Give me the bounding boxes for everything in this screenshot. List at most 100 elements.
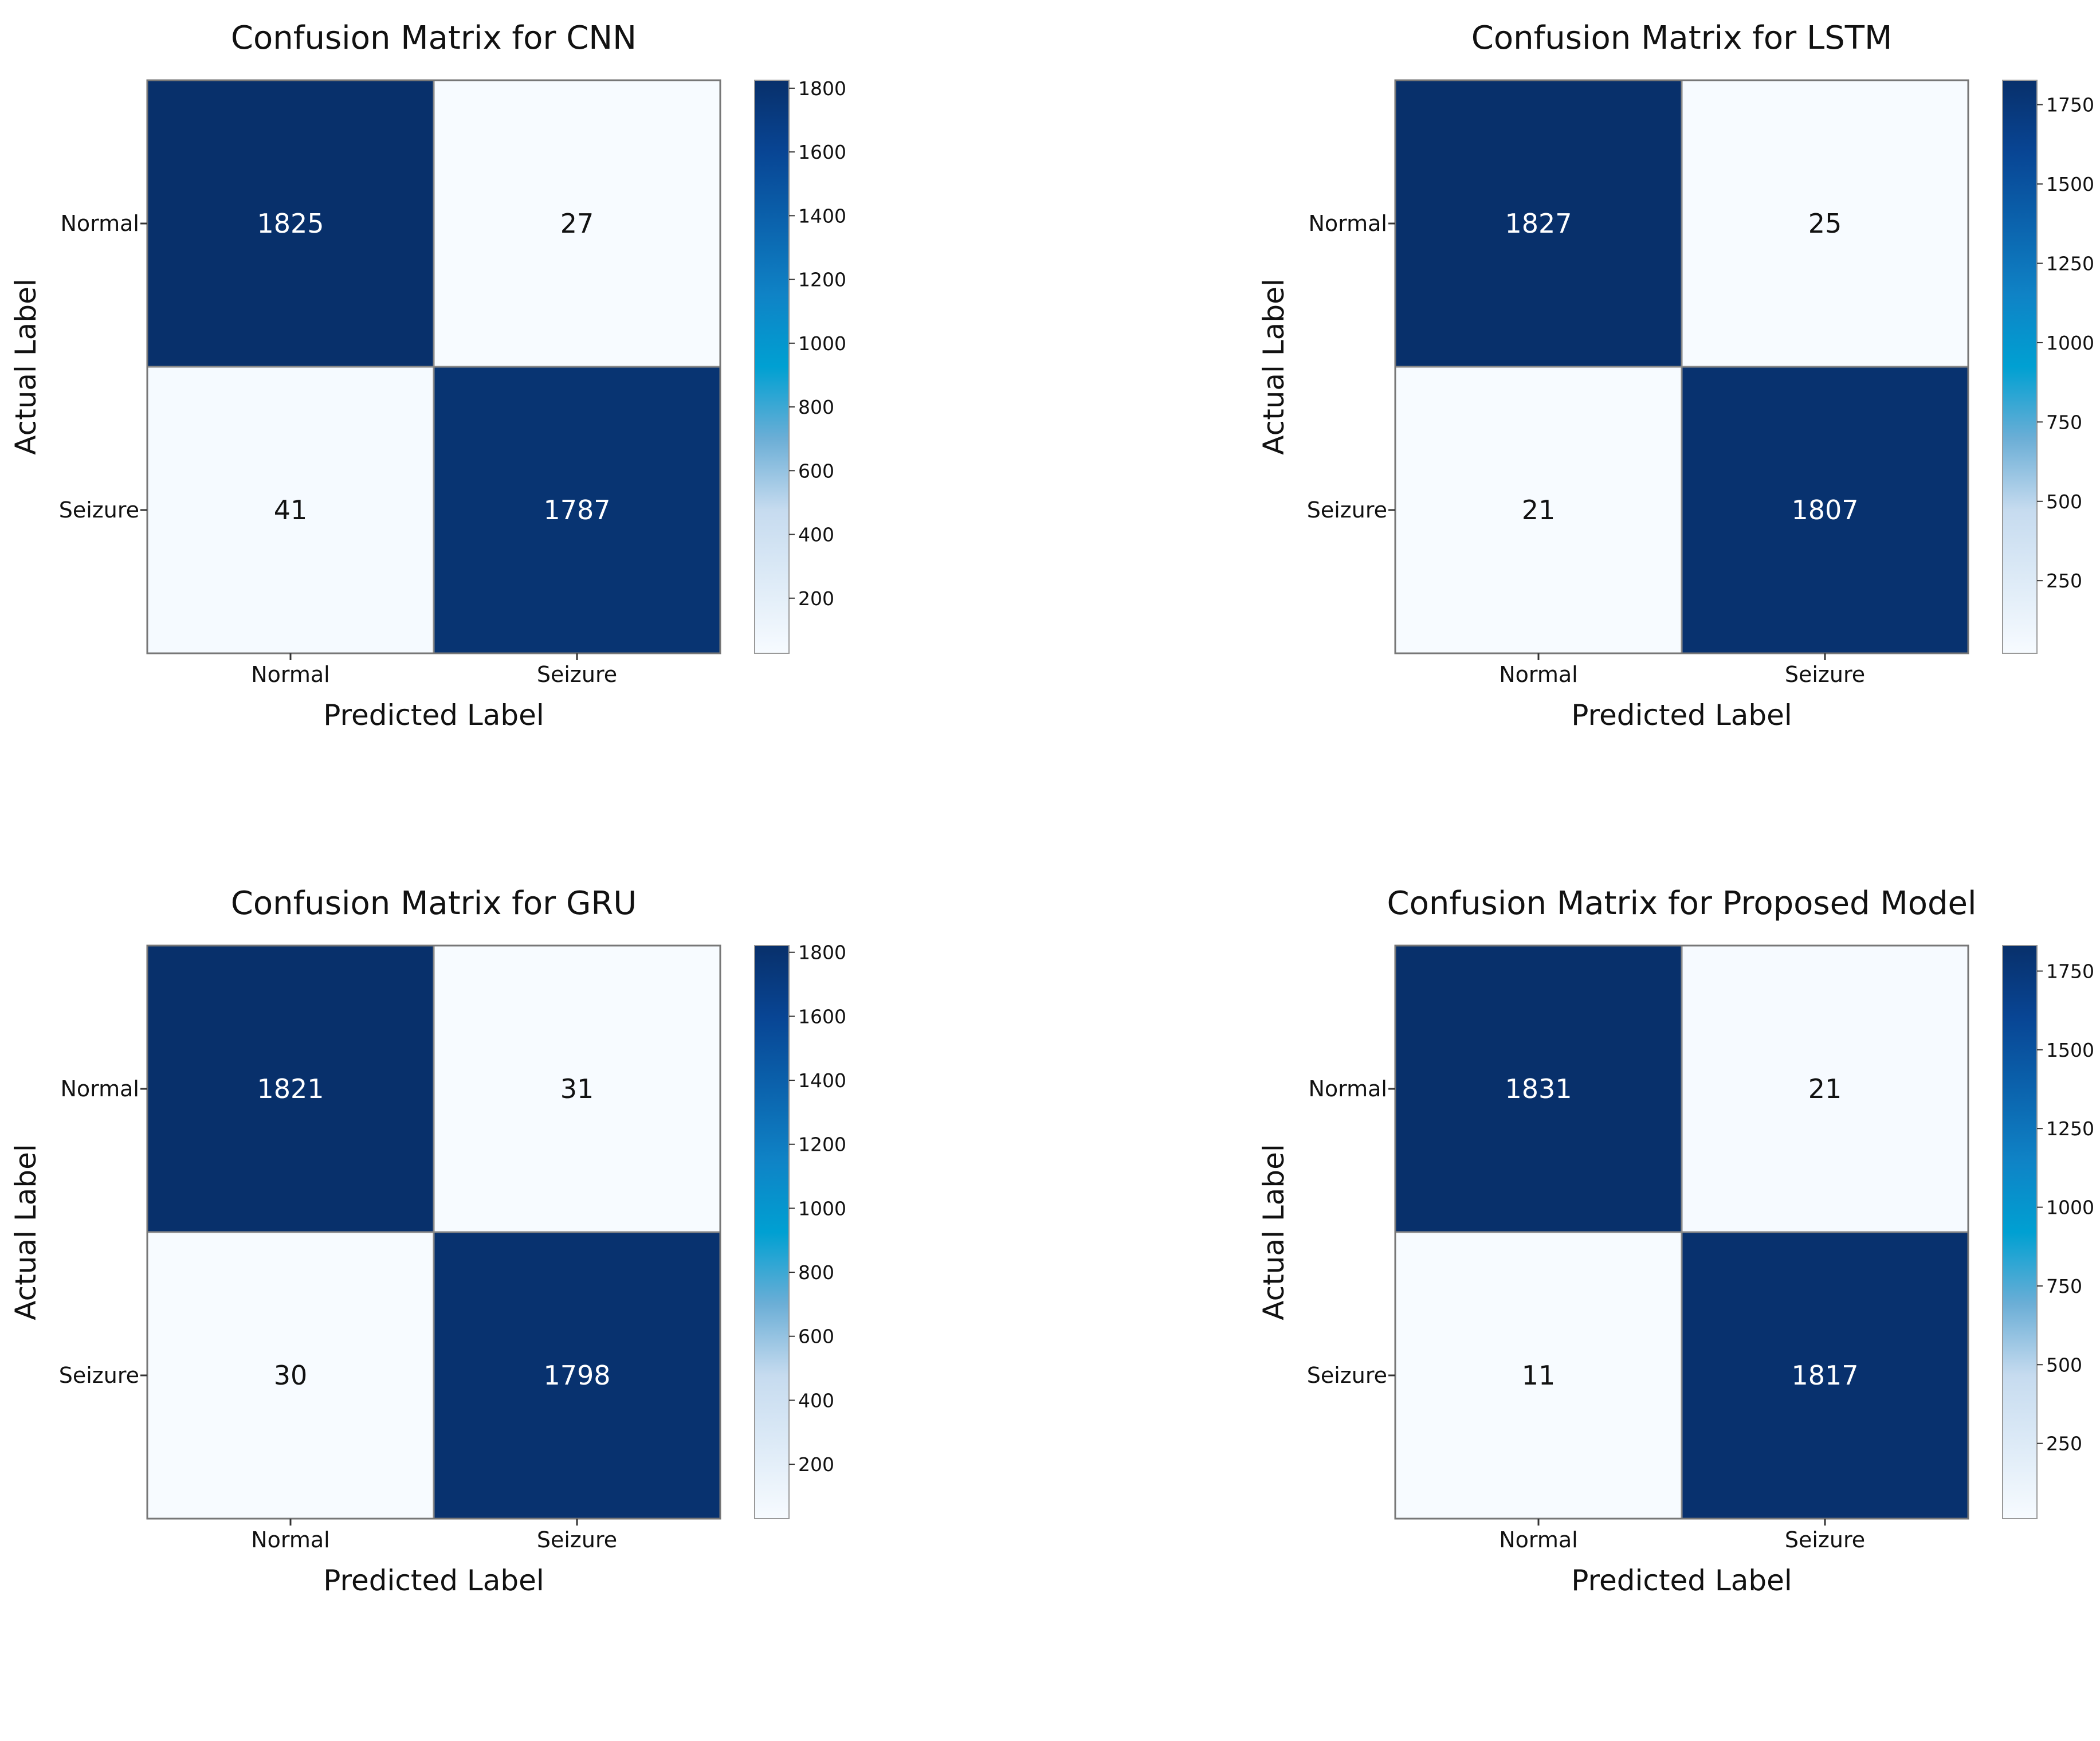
- y-axis-label: Actual Label: [9, 1144, 42, 1320]
- colorbar-gradient: [755, 80, 789, 653]
- colorbar-tick-label: 1800: [798, 942, 846, 964]
- y-tick-label: Seizure: [1307, 1363, 1387, 1388]
- heatmap-cell: [433, 366, 721, 654]
- x-axis-label: Predicted Label: [323, 1564, 544, 1597]
- colorbar-tick-label: 250: [2046, 1433, 2082, 1455]
- x-tick-label: Normal: [251, 1527, 330, 1552]
- colorbar-tick-label: 1750: [2046, 960, 2094, 983]
- y-axis-label: Actual Label: [1257, 1144, 1290, 1320]
- y-axis-label: Actual Label: [1257, 279, 1290, 454]
- matrix-frame: [1394, 79, 1969, 654]
- colorbar-tick-label: 1400: [798, 1069, 846, 1092]
- colorbar-tick-label: 750: [2046, 411, 2082, 433]
- colorbar-tick-label: 1600: [798, 141, 846, 163]
- colorbar-tick-label: 1200: [798, 269, 846, 291]
- y-tick-label: Normal: [1309, 1076, 1388, 1101]
- x-tick-label: Normal: [1499, 1527, 1578, 1552]
- chart-title: Confusion Matrix for GRU: [231, 885, 637, 922]
- heatmap-cell: [1681, 366, 1969, 654]
- colorbar: 200 400 600 800 1000 1200 1400 1600 1800: [754, 77, 846, 654]
- colorbar-tick-label: 1000: [798, 332, 846, 355]
- colorbar-tick-label: 1200: [798, 1134, 846, 1156]
- heatmap-cell: [433, 944, 721, 1233]
- colorbar-tick-label: 1400: [798, 205, 846, 227]
- colorbar-tick-label: 600: [798, 460, 834, 482]
- y-tick-label: Normal: [61, 1076, 140, 1101]
- colorbar-tick-label: 1800: [798, 77, 846, 100]
- heatmap-cell: [1394, 1231, 1683, 1520]
- x-tick-label: Normal: [251, 662, 330, 687]
- colorbar-tick-label: 800: [798, 396, 834, 418]
- cell-value-label: 30: [274, 1360, 308, 1391]
- chart-title: Confusion Matrix for CNN: [231, 19, 637, 57]
- matrix-frame: [146, 79, 721, 654]
- colorbar: 250 500 750 1000 1250 1500 1750: [2002, 80, 2094, 654]
- y-tick-label: Seizure: [1307, 497, 1387, 523]
- chart-cnn: Confusion Matrix for CNN 1825 27 41 1787 Norm…: [9, 19, 846, 732]
- cell-value-label: 1827: [1505, 208, 1572, 239]
- x-tick-label: Seizure: [1785, 1527, 1865, 1552]
- colorbar-tick-label: 1000: [2046, 332, 2094, 354]
- colorbar-gradient: [755, 946, 789, 1519]
- matrix-frame: [146, 944, 721, 1520]
- cell-value-label: 21: [1522, 495, 1556, 526]
- heatmap-cell: [1681, 79, 1969, 368]
- x-tick-label: Seizure: [1785, 662, 1865, 687]
- cell-value-label: 1787: [543, 495, 610, 526]
- colorbar-frame: [2002, 80, 2038, 654]
- colorbar-gradient: [2003, 80, 2037, 653]
- heatmap-cell: [433, 1231, 721, 1520]
- x-tick-label: Seizure: [537, 1527, 617, 1552]
- colorbar-tick-label: 500: [2046, 1354, 2082, 1376]
- cell-value-label: 11: [1522, 1360, 1556, 1391]
- heatmap-cell: [1681, 1231, 1969, 1520]
- heatmap-cell: [146, 79, 435, 368]
- cell-value-label: 1831: [1505, 1073, 1572, 1104]
- chart-title: Confusion Matrix for LSTM: [1471, 19, 1893, 57]
- colorbar: 250 500 750 1000 1250 1500 1750: [2002, 945, 2094, 1519]
- y-tick-label: Seizure: [59, 1363, 139, 1388]
- y-tick-label: Normal: [61, 211, 140, 236]
- cell-value-label: 1798: [543, 1360, 610, 1391]
- heatmap-cell: [433, 79, 721, 368]
- colorbar-tick-label: 1000: [798, 1197, 846, 1220]
- chart-lstm: Confusion Matrix for LSTM 1827 25 21 1807 Nor…: [1257, 19, 2094, 732]
- heatmap-cell: [146, 944, 435, 1233]
- colorbar-tick-label: 1500: [2046, 173, 2094, 195]
- cell-value-label: 1817: [1791, 1360, 1858, 1391]
- colorbar-frame: [754, 80, 790, 654]
- colorbar-tick-label: 1750: [2046, 94, 2094, 116]
- colorbar-tick-label: 400: [798, 524, 834, 546]
- colorbar-tick-label: 1000: [2046, 1197, 2094, 1219]
- chart-gru: Confusion Matrix for GRU 1821 31 30 1798 Norm…: [9, 885, 846, 1597]
- cell-value-label: 25: [1808, 208, 1842, 239]
- cell-value-label: 31: [560, 1073, 594, 1104]
- colorbar-tick-label: 200: [798, 1453, 834, 1476]
- colorbar-frame: [754, 945, 790, 1519]
- cell-value-label: 1807: [1791, 495, 1858, 526]
- colorbar-tick-label: 1250: [2046, 1117, 2094, 1140]
- colorbar-tick-label: 500: [2046, 491, 2082, 513]
- colorbar-gradient: [2003, 946, 2037, 1519]
- cell-value-label: 41: [274, 495, 308, 526]
- colorbar-tick-label: 1250: [2046, 252, 2094, 275]
- colorbar-tick-label: 1500: [2046, 1039, 2094, 1061]
- x-axis-label: Predicted Label: [323, 699, 544, 732]
- y-axis-label: Actual Label: [9, 279, 42, 454]
- y-tick-label: Seizure: [59, 497, 139, 523]
- chart-proposed: Confusion Matrix for Proposed Model 1831 2…: [1257, 885, 2094, 1597]
- heatmap-cell: [146, 1231, 435, 1520]
- colorbar-tick-label: 1600: [798, 1005, 846, 1028]
- colorbar-tick-label: 800: [798, 1261, 834, 1284]
- heatmap-cell: [146, 366, 435, 654]
- colorbar-tick-label: 600: [798, 1326, 834, 1348]
- cell-value-label: 21: [1808, 1073, 1842, 1104]
- colorbar-tick-label: 200: [798, 587, 834, 610]
- cell-value-label: 1821: [257, 1073, 324, 1104]
- y-tick-label: Normal: [1309, 211, 1388, 236]
- x-tick-label: Normal: [1499, 662, 1578, 687]
- colorbar-tick-label: 250: [2046, 570, 2082, 592]
- colorbar: 200 400 600 800 1000 1200 1400 1600 1800: [754, 942, 846, 1519]
- chart-title: Confusion Matrix for Proposed Model: [1387, 885, 1976, 922]
